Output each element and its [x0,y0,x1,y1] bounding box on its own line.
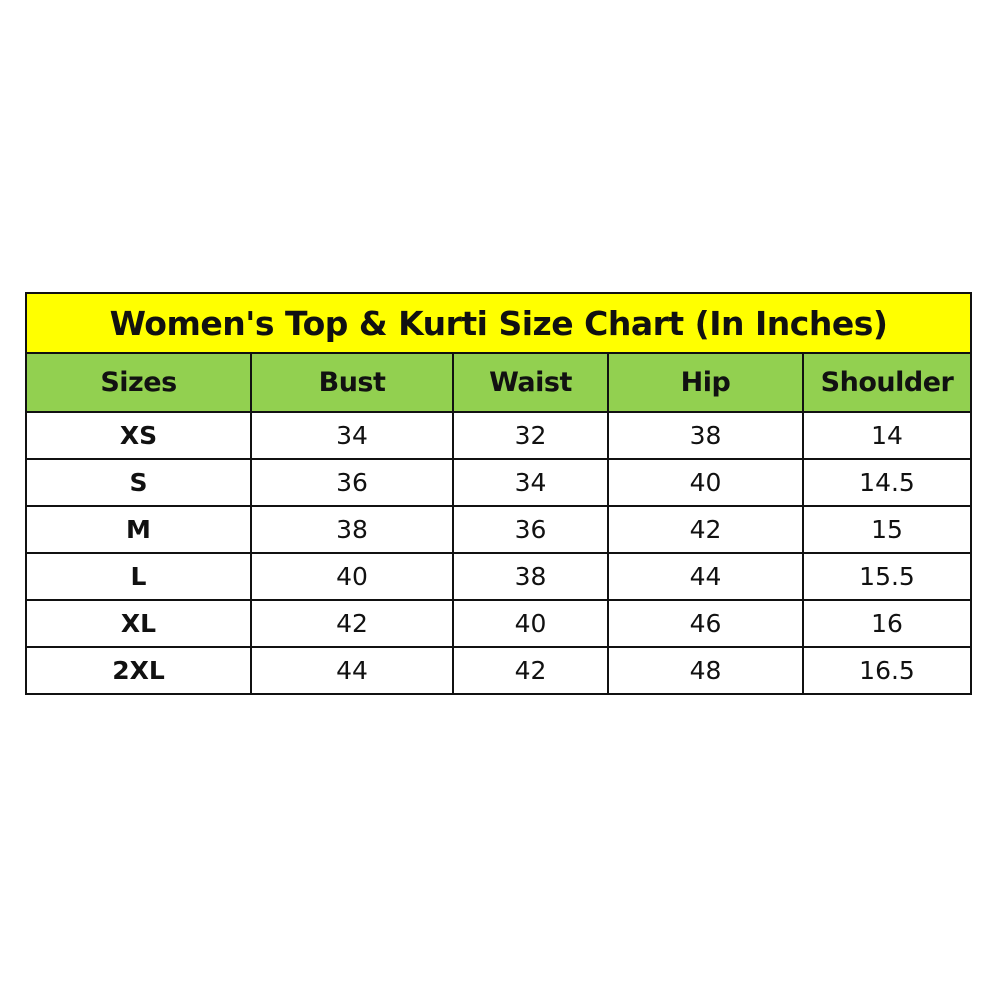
table-cell: 36 [250,458,454,507]
table-cell: 42 [452,646,609,695]
table-cell: 38 [452,552,609,601]
table-cell: 46 [607,599,804,648]
size-label: XL [25,599,252,648]
table-cell: 44 [250,646,454,695]
table-row: XS 34 32 38 14 [25,411,973,460]
table-cell: 36 [452,505,609,554]
table-cell: 15.5 [801,552,973,601]
table-title: Women's Top & Kurti Size Chart (In Inche… [24,292,973,354]
size-label: S [25,458,252,507]
table-cell: 14 [801,411,973,460]
table-cell: 38 [607,411,804,460]
size-chart-table: Women's Top & Kurti Size Chart (In Inche… [24,292,973,695]
size-label: M [25,505,252,554]
table-row: S 36 34 40 14.5 [25,458,973,507]
size-label: L [25,552,252,601]
table-cell: 44 [607,552,804,601]
table-row: 2XL 44 42 48 16.5 [25,646,973,695]
header-row: Sizes Bust Waist Hip Shoulder [25,352,973,413]
table-cell: 16.5 [801,646,973,695]
table-cell: 42 [250,599,454,648]
table-cell: 34 [250,411,454,460]
table-row: L 40 38 44 15.5 [25,552,973,601]
size-label: 2XL [25,646,252,695]
table-cell: 14.5 [801,458,973,507]
table-cell: 40 [250,552,454,601]
column-header-shoulder: Shoulder [801,352,973,413]
column-header-hip: Hip [607,352,804,413]
table-cell: 40 [607,458,804,507]
table-cell: 32 [452,411,609,460]
table-cell: 40 [452,599,609,648]
table-row: M 38 36 42 15 [25,505,973,554]
table-cell: 38 [250,505,454,554]
table-row: XL 42 40 46 16 [25,599,973,648]
table-cell: 16 [801,599,973,648]
size-label: XS [25,411,252,460]
column-header-bust: Bust [250,352,454,413]
table-cell: 48 [607,646,804,695]
column-header-waist: Waist [452,352,609,413]
table-cell: 34 [452,458,609,507]
column-header-sizes: Sizes [25,352,252,413]
table-cell: 42 [607,505,804,554]
table-cell: 15 [801,505,973,554]
